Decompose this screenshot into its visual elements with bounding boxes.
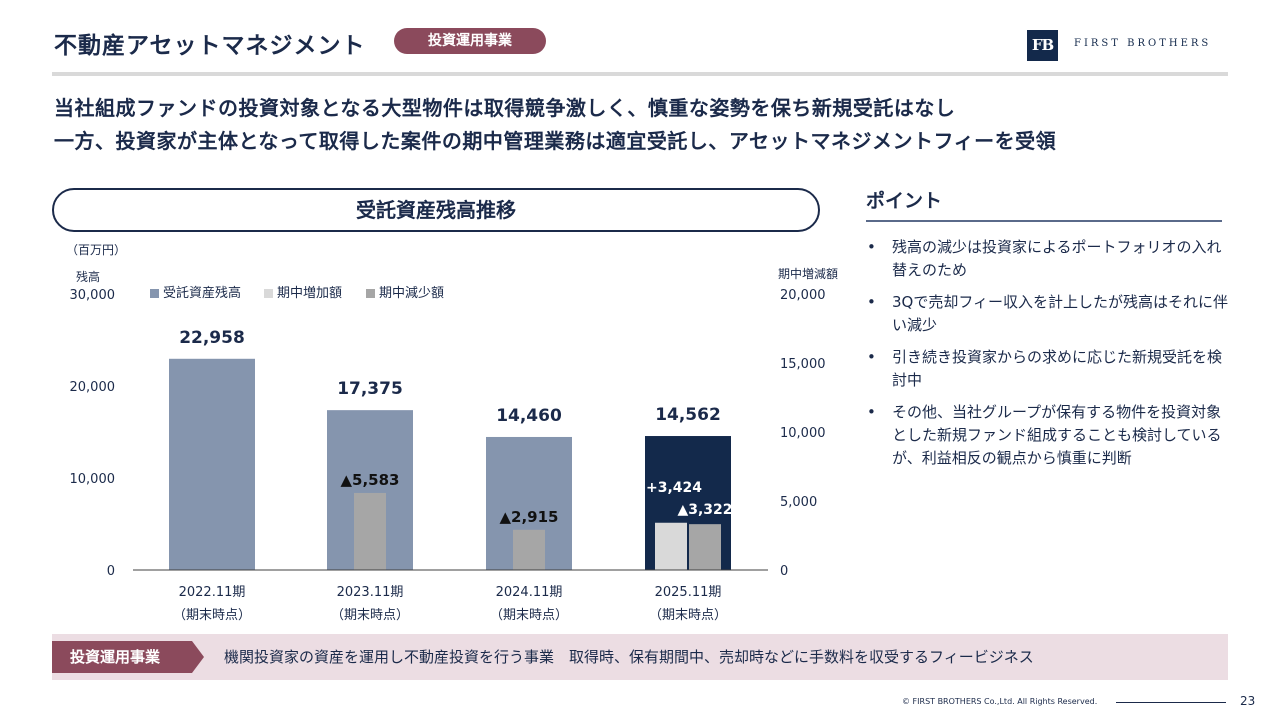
balance-value-label: 14,562 <box>655 405 721 425</box>
footer-band <box>52 634 1228 680</box>
point-item: 引き続き投資家からの求めに応じた新規受託を検討中 <box>866 346 1234 392</box>
category-sub-label: （期末時点） <box>649 608 727 623</box>
category-label: 2025.11期 <box>655 585 722 600</box>
point-item: 3Qで売却フィー収入を計上したが残高はそれに伴い減少 <box>866 291 1234 337</box>
right-tick-label: 20,000 <box>780 288 826 303</box>
balance-value-label: 14,460 <box>496 406 562 426</box>
decrease-bar <box>689 524 721 570</box>
balance-value-label: 17,375 <box>337 379 403 399</box>
left-tick-label: 20,000 <box>70 380 116 395</box>
left-tick-label: 10,000 <box>70 472 116 487</box>
increase-bar <box>655 522 687 570</box>
legend-label: 期中増加額 <box>277 286 342 301</box>
left-tick-label: 30,000 <box>70 288 116 303</box>
legend-label: 受託資産残高 <box>163 285 241 301</box>
category-sub-label: （期末時点） <box>331 608 409 623</box>
category-sub-label: （期末時点） <box>173 608 251 623</box>
headline-line-1: 当社組成ファンドの投資対象となる大型物件は取得競争激しく、慎重な姿勢を保ち新規受… <box>54 96 956 120</box>
balance-bar <box>169 358 255 570</box>
decrease-bar <box>513 529 545 570</box>
right-tick-label: 5,000 <box>780 495 817 510</box>
right-tick-label: 15,000 <box>780 357 826 372</box>
legend-swatch <box>150 289 159 298</box>
point-item: 残高の減少は投資家によるポートフォリオの入れ替えのため <box>866 236 1234 282</box>
points-list: 残高の減少は投資家によるポートフォリオの入れ替えのため 3Qで売却フィー収入を計… <box>866 236 1234 479</box>
page-title: 不動産アセットマネジメント <box>54 33 366 59</box>
page-number: 23 <box>1240 694 1256 708</box>
title-divider <box>52 72 1228 76</box>
increase-value-label: +3,424 <box>646 480 702 496</box>
points-heading: ポイント <box>866 190 943 212</box>
left-tick-label: 0 <box>107 564 115 579</box>
points-divider <box>866 220 1222 222</box>
category-sub-label: （期末時点） <box>490 608 568 623</box>
footer-tag: 投資運用事業 <box>52 641 204 673</box>
point-item: その他、当社グループが保有する物件を投資対象とした新規ファンド組成することも検討… <box>866 401 1234 470</box>
legend-label: 期中減少額 <box>379 285 444 301</box>
headline-line-2: 一方、投資家が主体となって取得した案件の期中管理業務は適宜受託し、アセットマネジ… <box>54 129 1057 153</box>
company-logo-text: FIRST BROTHERS <box>1074 38 1212 49</box>
decrease-value-label: ▲5,583 <box>341 471 400 489</box>
chart-unit-label: （百万円） <box>66 243 126 257</box>
legend-swatch <box>366 289 375 298</box>
copyright-rule <box>1116 702 1226 703</box>
left-axis-title: 残高 <box>76 269 100 284</box>
chart-title: 受託資産残高推移 <box>52 188 820 232</box>
category-label: 2024.11期 <box>496 585 563 600</box>
category-label: 2023.11期 <box>337 585 404 600</box>
decrease-bar <box>354 492 386 570</box>
right-tick-label: 0 <box>780 564 788 579</box>
category-label: 2022.11期 <box>179 585 246 600</box>
right-axis-title: 期中増減額 <box>778 266 838 281</box>
balance-value-label: 22,958 <box>179 328 245 348</box>
legend-swatch <box>264 289 273 298</box>
decrease-value-label: ▲2,915 <box>500 508 559 526</box>
copyright: © FIRST BROTHERS Co.,Ltd. All Rights Res… <box>902 697 1098 706</box>
business-tag: 投資運用事業 <box>394 28 546 54</box>
footer-description: 機関投資家の資産を運用し不動産投資を行う事業 取得時、保有期間中、売却時などに手… <box>224 648 1034 666</box>
company-logo-mark: FB <box>1027 30 1058 61</box>
right-tick-label: 10,000 <box>780 426 826 441</box>
decrease-value-label: ▲3,322 <box>677 502 732 518</box>
